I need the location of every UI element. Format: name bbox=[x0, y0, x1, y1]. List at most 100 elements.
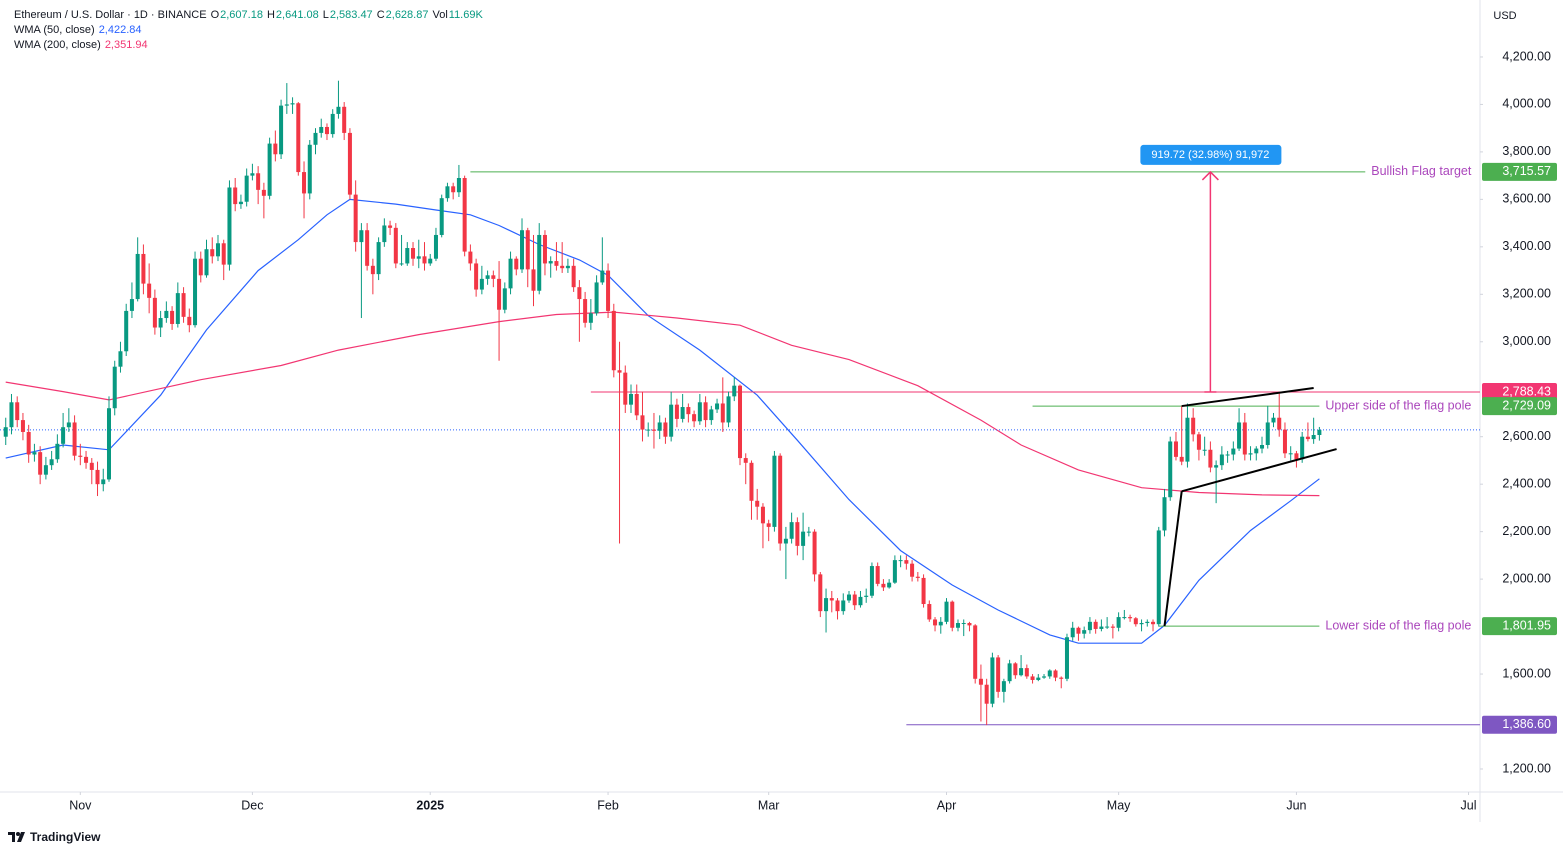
candle-body bbox=[215, 243, 220, 257]
field-key: H bbox=[266, 9, 275, 21]
candle-body bbox=[1036, 677, 1041, 680]
brand-name: TradingView bbox=[30, 830, 101, 844]
candle-body bbox=[89, 462, 94, 470]
candle-body bbox=[1133, 618, 1138, 625]
x-tick-label: May bbox=[1107, 798, 1131, 812]
candle-body bbox=[955, 623, 960, 628]
candle-body bbox=[1093, 621, 1098, 629]
level-text: Upper side of the flag pole bbox=[1325, 398, 1471, 412]
candle-body bbox=[583, 299, 588, 323]
candle-body bbox=[1013, 663, 1018, 676]
candle-body bbox=[737, 385, 743, 459]
level-text: Bullish Flag target bbox=[1371, 164, 1472, 178]
price-box bbox=[1482, 397, 1557, 416]
price-box-label: 3,715.57 bbox=[1502, 164, 1551, 178]
candle-body bbox=[646, 429, 651, 431]
candle-body bbox=[256, 173, 261, 190]
candle-body bbox=[1214, 465, 1219, 468]
candle-body bbox=[250, 173, 255, 176]
candle-body bbox=[1156, 530, 1161, 625]
candle-body bbox=[376, 242, 381, 275]
candle-body bbox=[370, 265, 375, 275]
candle-body bbox=[468, 251, 473, 264]
candle-body bbox=[15, 402, 20, 421]
candle-body bbox=[1317, 429, 1322, 435]
candle-body bbox=[66, 422, 71, 428]
candle-body bbox=[818, 574, 823, 612]
candle-body bbox=[640, 415, 645, 430]
candle-body bbox=[1019, 668, 1024, 676]
x-tick-label: Nov bbox=[69, 798, 92, 812]
candle-body bbox=[1173, 441, 1178, 457]
indicator-value: 2,351.94 bbox=[104, 39, 148, 51]
candle-body bbox=[95, 469, 100, 485]
candle-body bbox=[365, 230, 370, 266]
candle-body bbox=[462, 178, 467, 252]
candle-body bbox=[491, 275, 496, 279]
x-tick-label: Apr bbox=[937, 798, 956, 812]
y-tick-label: 1,200.00 bbox=[1502, 761, 1551, 775]
candle-body bbox=[1185, 417, 1190, 462]
price-box bbox=[1482, 382, 1557, 401]
candle-body bbox=[55, 443, 60, 460]
candle-body bbox=[749, 462, 754, 501]
candle-body bbox=[755, 500, 760, 507]
candle-body bbox=[20, 420, 25, 432]
candle-body bbox=[904, 560, 909, 564]
candle-body bbox=[1076, 627, 1081, 634]
candle-body bbox=[657, 422, 662, 431]
candle-body bbox=[101, 479, 106, 485]
candle-body bbox=[1248, 453, 1253, 455]
flag-line bbox=[1181, 448, 1337, 493]
candle-body bbox=[342, 106, 347, 133]
candle-body bbox=[267, 143, 272, 196]
candle-body bbox=[789, 522, 794, 539]
candle-body bbox=[210, 249, 215, 257]
candle-body bbox=[680, 407, 685, 419]
candle-body bbox=[514, 258, 519, 270]
candle-body bbox=[388, 225, 393, 228]
candle-body bbox=[858, 596, 863, 606]
y-tick-label: 2,400.00 bbox=[1502, 476, 1551, 490]
x-tick-label: Jul bbox=[1461, 798, 1477, 812]
candle-body bbox=[187, 316, 192, 326]
candle-body bbox=[313, 132, 318, 145]
candle-body bbox=[164, 310, 169, 319]
candle-body bbox=[129, 299, 134, 311]
candle-body bbox=[204, 249, 209, 276]
candle-body bbox=[439, 198, 444, 235]
candle-body bbox=[732, 385, 737, 397]
candle-body bbox=[1202, 449, 1207, 451]
candle-body bbox=[411, 248, 416, 259]
candle-body bbox=[279, 105, 284, 155]
indicator-name: WMA (50, close) bbox=[14, 24, 95, 36]
candle-body bbox=[1099, 626, 1104, 629]
candle-body bbox=[284, 104, 289, 106]
y-tick-label: 4,000.00 bbox=[1502, 97, 1551, 111]
indicator-name: WMA (200, close) bbox=[14, 39, 101, 51]
y-tick-label: 2,600.00 bbox=[1502, 429, 1551, 443]
candle-body bbox=[405, 248, 410, 264]
candle-body bbox=[1001, 681, 1006, 692]
candle-body bbox=[324, 126, 329, 135]
candle-body bbox=[520, 230, 525, 270]
logo bbox=[8, 832, 25, 842]
candle-body bbox=[26, 431, 31, 455]
candle-body bbox=[422, 256, 427, 264]
candle-body bbox=[692, 414, 697, 422]
candle-body bbox=[927, 604, 932, 620]
candle-body bbox=[1300, 436, 1305, 460]
candle-body bbox=[772, 455, 777, 527]
price-box-label: 2,788.43 bbox=[1502, 384, 1551, 398]
candle-body bbox=[244, 175, 249, 202]
candle-body bbox=[135, 253, 140, 300]
candle-body bbox=[233, 187, 238, 205]
candle-body bbox=[887, 582, 892, 588]
field-key: Vol bbox=[432, 9, 448, 21]
candle-body bbox=[542, 234, 547, 264]
candle-body bbox=[433, 234, 438, 259]
chart: USD 4,200.00 4,000.00 3,800.00 3,600.00 3,40… bbox=[0, 0, 1563, 822]
candle-body bbox=[921, 577, 926, 605]
candle-body bbox=[525, 230, 530, 270]
candle-body bbox=[43, 465, 48, 475]
